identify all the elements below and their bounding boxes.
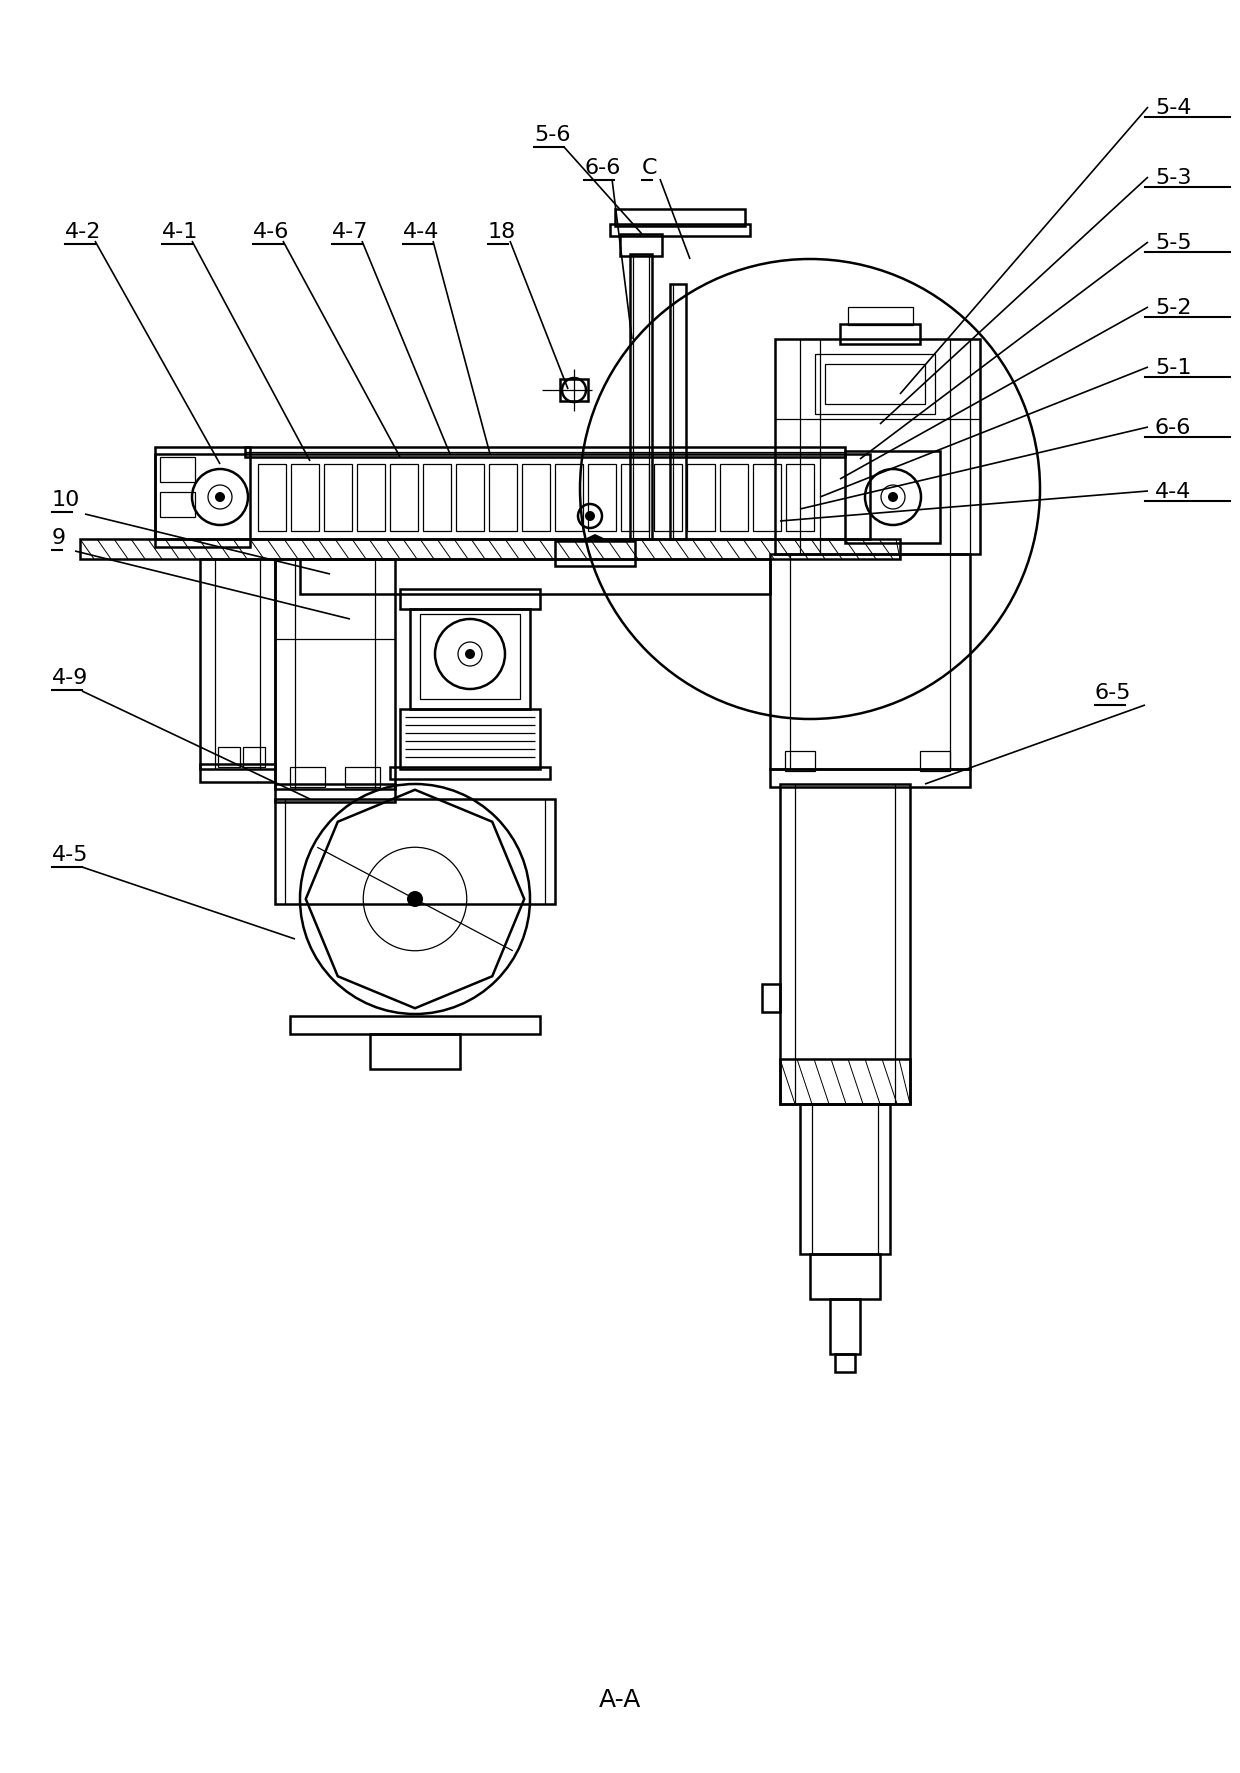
Bar — [556, 543, 635, 567]
Text: 5-1: 5-1 — [1154, 358, 1192, 378]
Bar — [200, 560, 275, 769]
Text: 4-9: 4-9 — [52, 668, 88, 688]
Bar — [588, 465, 616, 532]
Bar — [844, 452, 940, 544]
Bar — [275, 785, 396, 803]
Circle shape — [407, 892, 423, 908]
Bar — [670, 285, 686, 539]
Bar — [391, 768, 551, 780]
Circle shape — [888, 493, 898, 504]
Bar — [720, 465, 748, 532]
Bar — [775, 340, 980, 555]
Bar — [780, 1060, 910, 1105]
Bar — [839, 324, 920, 344]
Text: 10: 10 — [52, 489, 81, 509]
Text: 6-6: 6-6 — [584, 158, 620, 177]
Text: 4-1: 4-1 — [162, 222, 198, 241]
Bar — [630, 255, 652, 539]
Bar — [687, 465, 715, 532]
Bar — [401, 590, 539, 610]
Text: 5-3: 5-3 — [1154, 168, 1192, 188]
Bar — [621, 465, 649, 532]
Bar — [243, 748, 265, 768]
Bar — [610, 225, 750, 238]
Text: 5-2: 5-2 — [1154, 298, 1192, 317]
Bar — [489, 465, 517, 532]
Text: 6-5: 6-5 — [1095, 683, 1131, 702]
Bar — [420, 615, 520, 700]
Bar — [370, 1034, 460, 1069]
Bar — [160, 493, 195, 518]
Bar — [835, 1355, 856, 1372]
Bar — [780, 785, 910, 1105]
Text: 4-6: 4-6 — [253, 222, 289, 241]
Text: A-A: A-A — [599, 1688, 641, 1711]
Bar — [345, 768, 379, 787]
Bar — [800, 340, 820, 555]
Text: 18: 18 — [489, 222, 516, 241]
Bar — [258, 465, 286, 532]
Text: 4-5: 4-5 — [52, 844, 88, 865]
Bar — [848, 309, 913, 326]
Text: 4-4: 4-4 — [1154, 482, 1192, 502]
Bar — [275, 800, 556, 904]
Text: 4-7: 4-7 — [332, 222, 368, 241]
Bar — [391, 465, 418, 532]
Bar — [753, 465, 781, 532]
Text: 5-6: 5-6 — [534, 124, 570, 145]
Bar — [950, 340, 970, 555]
Bar — [770, 555, 970, 769]
Bar — [410, 610, 529, 709]
Circle shape — [585, 512, 595, 521]
Bar — [155, 454, 870, 539]
Bar — [291, 465, 319, 532]
Bar — [275, 560, 396, 789]
Bar — [556, 465, 583, 532]
Bar — [763, 984, 780, 1012]
Bar — [423, 465, 451, 532]
Bar — [324, 465, 352, 532]
Bar — [522, 465, 551, 532]
Text: 9: 9 — [52, 528, 66, 548]
Text: 5-4: 5-4 — [1154, 98, 1192, 119]
Polygon shape — [580, 535, 610, 543]
Bar — [770, 769, 970, 787]
Bar — [81, 539, 900, 560]
Bar — [620, 234, 662, 257]
Bar — [815, 355, 935, 415]
Bar — [357, 465, 384, 532]
Bar — [785, 752, 815, 771]
Bar — [615, 209, 745, 227]
Text: C: C — [642, 158, 657, 177]
Bar — [401, 709, 539, 769]
Bar — [920, 752, 950, 771]
Bar — [810, 1254, 880, 1300]
Circle shape — [215, 493, 224, 504]
Text: 4-4: 4-4 — [403, 222, 439, 241]
Bar — [160, 457, 195, 482]
Text: 4-2: 4-2 — [64, 222, 102, 241]
Bar — [830, 1300, 861, 1355]
Bar — [653, 465, 682, 532]
Bar — [200, 764, 275, 782]
Bar — [246, 452, 844, 457]
Bar — [155, 449, 250, 548]
Circle shape — [465, 649, 475, 660]
Bar — [290, 1016, 539, 1034]
Text: 5-5: 5-5 — [1154, 232, 1192, 254]
Bar — [800, 1105, 890, 1254]
Bar — [246, 449, 844, 457]
Text: 6-6: 6-6 — [1154, 418, 1192, 438]
Bar — [786, 465, 813, 532]
Bar — [825, 365, 925, 404]
Bar — [560, 379, 588, 402]
Bar — [290, 768, 325, 787]
Bar — [456, 465, 484, 532]
Bar — [218, 748, 241, 768]
Bar — [300, 560, 770, 594]
